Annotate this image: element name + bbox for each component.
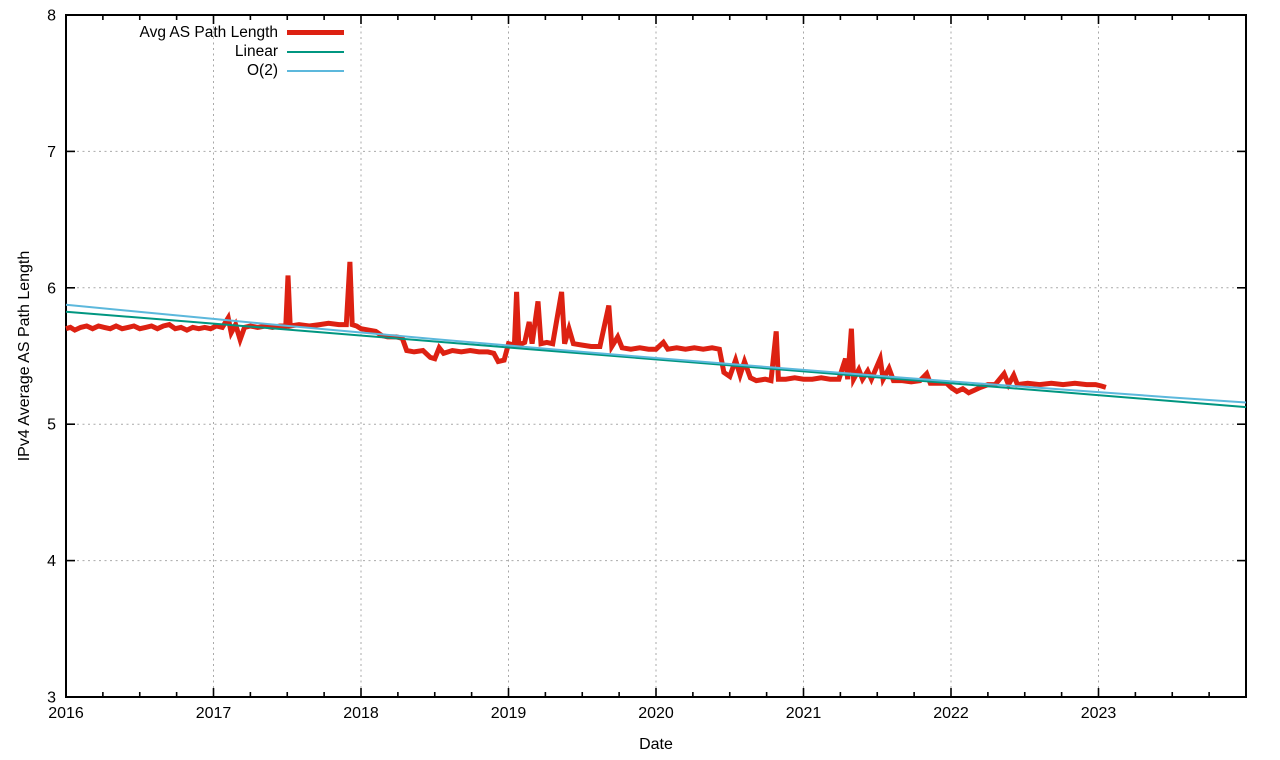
x-tick-labels: 2016 2017 2018 2019 2020 2021 2022 2023 [48, 705, 1116, 722]
legend-line-sample-o2 [287, 69, 344, 72]
y-axis-title: IPv4 Average AS Path Length [16, 250, 33, 462]
series-o-2- [65, 303, 1247, 404]
legend-line-sample-avg-as-path-length [287, 30, 344, 35]
plot-border [65, 14, 1247, 698]
x-tick-label: 2017 [196, 705, 232, 722]
y-tick-label: 5 [47, 417, 56, 434]
y-tick-label: 4 [47, 553, 56, 570]
x-tick-label: 2021 [786, 705, 822, 722]
legend-item-o2: O(2) [66, 61, 344, 80]
x-tick-label: 2023 [1081, 705, 1117, 722]
x-tick-label: 2022 [933, 705, 969, 722]
legend-item-avg-as-path-length: Avg AS Path Length [66, 23, 344, 42]
x-axis-title: Date [639, 736, 673, 753]
legend-line-sample-linear [287, 50, 344, 53]
x-tick-label: 2018 [343, 705, 379, 722]
y-tick-label: 7 [47, 144, 56, 161]
legend-label-avg-as-path-length: Avg AS Path Length [139, 24, 278, 41]
y-tick-label: 3 [47, 690, 56, 707]
series-avg-as-path-length [65, 261, 1107, 396]
y-tick-labels: 3 4 5 6 7 8 [47, 8, 56, 707]
y-tick-label: 8 [47, 8, 56, 25]
x-tick-label: 2016 [48, 705, 84, 722]
series-linear [65, 310, 1247, 409]
y-tick-label: 6 [47, 280, 56, 297]
legend-label-o2: O(2) [247, 62, 278, 79]
gridlines [65, 14, 1247, 698]
legend: Avg AS Path Length Linear O(2) [66, 23, 344, 80]
legend-item-linear: Linear [66, 42, 344, 61]
legend-label-linear: Linear [234, 43, 278, 60]
x-tick-label: 2020 [638, 705, 674, 722]
x-tick-label: 2019 [491, 705, 527, 722]
